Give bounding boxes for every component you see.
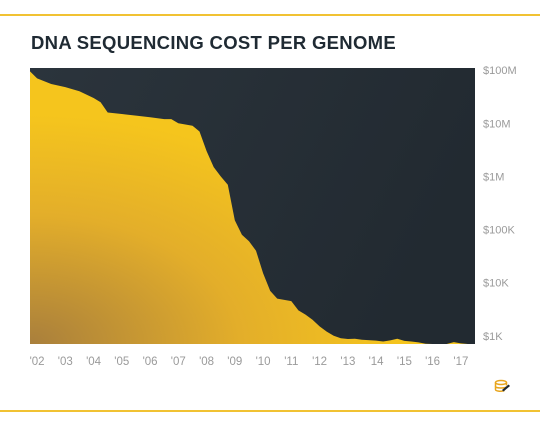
y-tick-label: $100M [483, 65, 517, 77]
cost-area [30, 71, 475, 345]
x-tick-label: '17 [453, 356, 468, 368]
x-tick-label: '12 [312, 356, 327, 368]
y-tick-label: $10M [483, 118, 511, 130]
x-tick-label: '08 [199, 356, 214, 368]
x-tick-label: '16 [425, 356, 440, 368]
x-tick-label: '03 [58, 356, 73, 368]
x-tick-label: '04 [86, 356, 102, 368]
x-tick-label: '13 [340, 356, 355, 368]
top-accent-rule [0, 14, 540, 16]
y-tick-label: $10K [483, 278, 509, 290]
x-tick-label: '02 [30, 356, 45, 368]
x-tick-label: '11 [284, 356, 298, 368]
x-tick-label: '05 [114, 356, 129, 368]
y-tick-label: $100K [483, 225, 515, 237]
x-tick-label: '07 [171, 356, 186, 368]
coin-stack-icon [493, 378, 511, 396]
x-tick-label: '06 [143, 356, 158, 368]
x-tick-label: '14 [369, 356, 385, 368]
y-tick-label: $1K [483, 331, 503, 343]
y-tick-label: $1M [483, 171, 504, 183]
x-tick-label: '10 [256, 356, 271, 368]
x-tick-label: '09 [227, 356, 242, 368]
bottom-accent-rule [0, 410, 540, 412]
x-tick-label: '15 [397, 356, 412, 368]
chart-title: DNA SEQUENCING COST PER GENOME [31, 32, 396, 53]
